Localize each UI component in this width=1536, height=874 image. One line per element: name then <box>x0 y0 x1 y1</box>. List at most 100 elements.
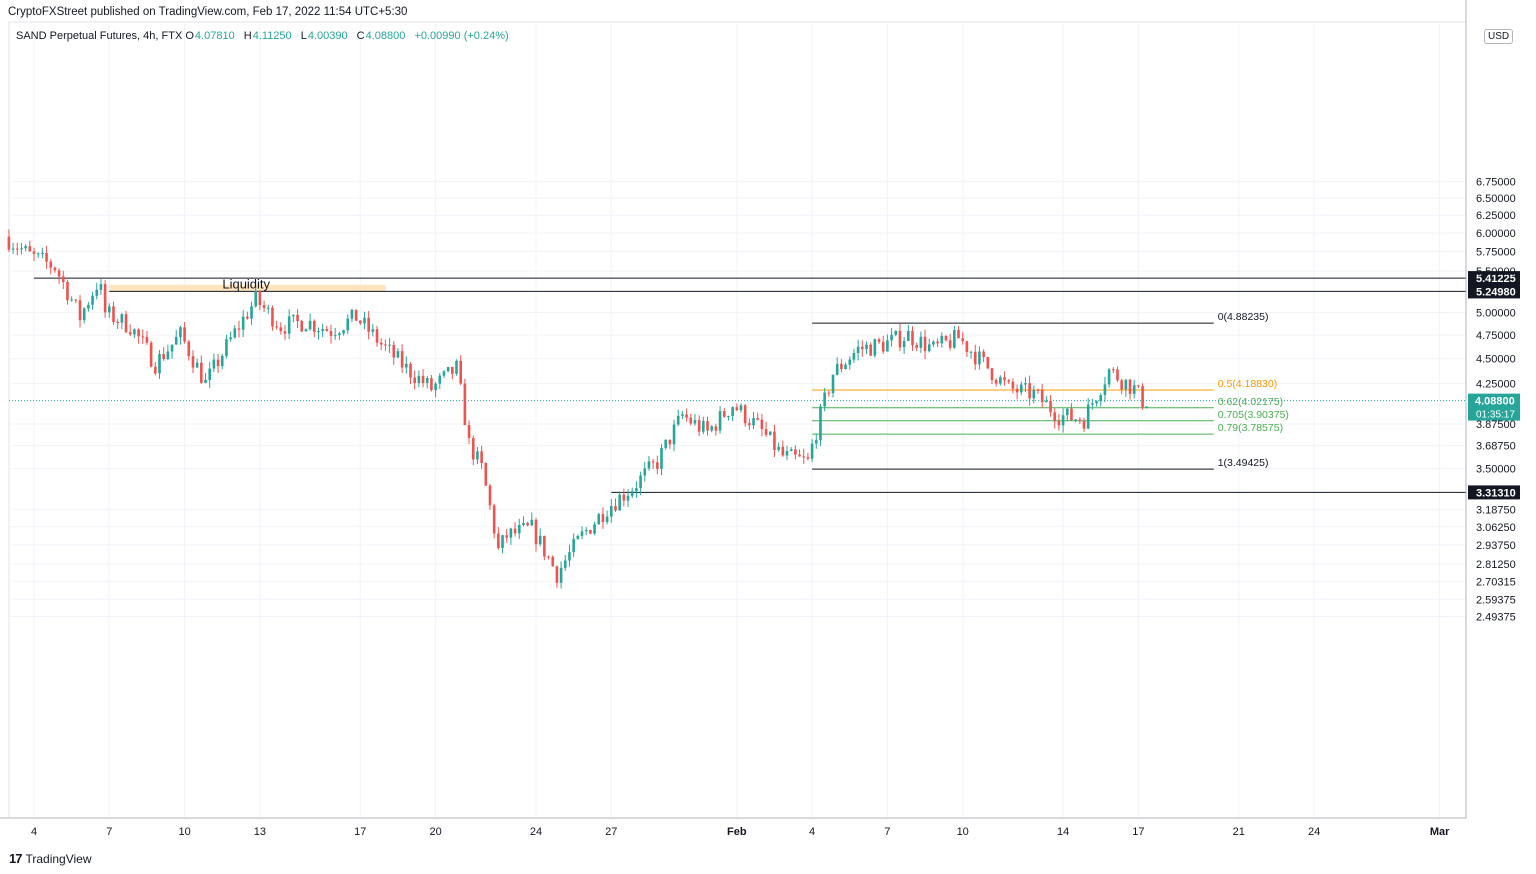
candle-body <box>978 351 981 365</box>
fib-level-label: 0.62(4.02175) <box>1218 396 1283 408</box>
candle-body <box>137 329 140 337</box>
candle-body <box>354 309 358 321</box>
candle-body <box>768 431 772 435</box>
candle-body <box>1019 384 1023 393</box>
candle-body <box>610 506 613 517</box>
candle-body <box>41 253 44 255</box>
candle-body <box>405 363 408 368</box>
x-tick-label: 4 <box>31 826 37 838</box>
candle-body <box>1024 383 1027 385</box>
candle-body <box>739 405 743 411</box>
candle-body <box>497 533 500 549</box>
candle-body <box>994 379 998 384</box>
candle-body <box>308 320 312 330</box>
candle-body <box>287 316 291 334</box>
candle-body <box>597 514 601 525</box>
candle-body <box>170 344 174 352</box>
candle-body <box>601 514 605 523</box>
candle-body <box>798 454 801 457</box>
candle-body <box>1011 381 1015 389</box>
candle-body <box>710 426 713 431</box>
candle-body <box>543 535 546 557</box>
candle-body <box>589 530 592 534</box>
x-tick-label: 20 <box>429 826 441 838</box>
open-key: O <box>185 30 194 42</box>
candle-body <box>112 306 115 322</box>
candle-body <box>1049 400 1052 413</box>
candle-body <box>430 378 433 391</box>
candle-body <box>781 446 785 456</box>
y-tick-label: 2.81250 <box>1476 559 1516 571</box>
candle-body <box>1103 384 1107 396</box>
candle-body <box>923 336 927 352</box>
candle-body <box>317 331 320 333</box>
y-tick-label: 6.50000 <box>1476 193 1516 205</box>
candle-body <box>212 359 216 369</box>
candle-body <box>187 341 191 357</box>
candle-body <box>522 522 525 525</box>
candle-body <box>651 461 655 463</box>
candle-body <box>61 276 65 283</box>
candle-body <box>32 251 36 254</box>
candle-body <box>87 304 90 309</box>
candle-body <box>840 363 843 370</box>
candle-body <box>902 341 906 348</box>
brand-footer[interactable]: 17 TradingView <box>9 851 92 866</box>
candle-body <box>191 356 195 368</box>
symbol-label[interactable]: SAND Perpetual Futures, 4h, FTX <box>16 30 183 42</box>
y-tick-label: 6.25000 <box>1476 210 1516 222</box>
fib-level-label: 0.705(3.90375) <box>1218 409 1289 421</box>
candle-body <box>919 336 923 348</box>
candle-body <box>363 317 366 324</box>
candle-body <box>810 443 814 459</box>
candle-body <box>258 291 262 306</box>
currency-badge[interactable]: USD <box>1484 29 1514 44</box>
candle-body <box>108 306 111 313</box>
fib-level-label: 0.5(4.18830) <box>1218 378 1278 390</box>
candle-body <box>848 359 852 365</box>
candle-body <box>1124 379 1128 390</box>
x-tick-label: 4 <box>809 826 815 838</box>
candle-body <box>24 246 27 249</box>
candle-body <box>1116 369 1119 381</box>
fib-level-label: 0.79(3.78575) <box>1218 422 1283 434</box>
candle-body <box>70 299 73 301</box>
candle-body <box>1053 412 1057 422</box>
level-price-tag <box>1468 271 1520 286</box>
candle-body <box>1061 415 1065 426</box>
candle-body <box>635 488 638 492</box>
candle-body <box>1074 419 1077 421</box>
candle-body <box>95 289 99 296</box>
candle-body <box>425 378 429 384</box>
candle-body <box>927 344 931 352</box>
candle-body <box>706 421 709 431</box>
candle-body <box>643 468 647 476</box>
x-tick-label: 17 <box>354 826 366 838</box>
candle-body <box>676 415 680 425</box>
candle-body <box>53 267 57 271</box>
candle-body <box>241 316 245 330</box>
candle-body <box>434 383 437 391</box>
candle-body <box>743 405 747 424</box>
candle-body <box>20 248 23 250</box>
liquidity-zone <box>109 284 386 292</box>
tradingview-logo-icon: 17 <box>9 851 23 866</box>
candle-body <box>300 321 304 332</box>
candle-body <box>229 337 232 340</box>
candle-body <box>505 535 509 538</box>
candle-body <box>45 253 48 262</box>
candle-body <box>614 506 617 511</box>
level-price-label: 5.41225 <box>1476 273 1516 285</box>
candle-body <box>894 330 898 335</box>
y-tick-label: 3.18750 <box>1476 504 1516 516</box>
candle-body <box>618 494 621 511</box>
candle-body <box>1095 401 1098 404</box>
candle-body <box>681 414 684 416</box>
candle-body <box>1107 369 1111 385</box>
candle-body <box>333 335 337 337</box>
candle-body <box>940 335 944 344</box>
candle-body <box>1141 386 1144 408</box>
candle-body <box>28 246 32 252</box>
close-value: 4.08800 <box>365 30 406 42</box>
